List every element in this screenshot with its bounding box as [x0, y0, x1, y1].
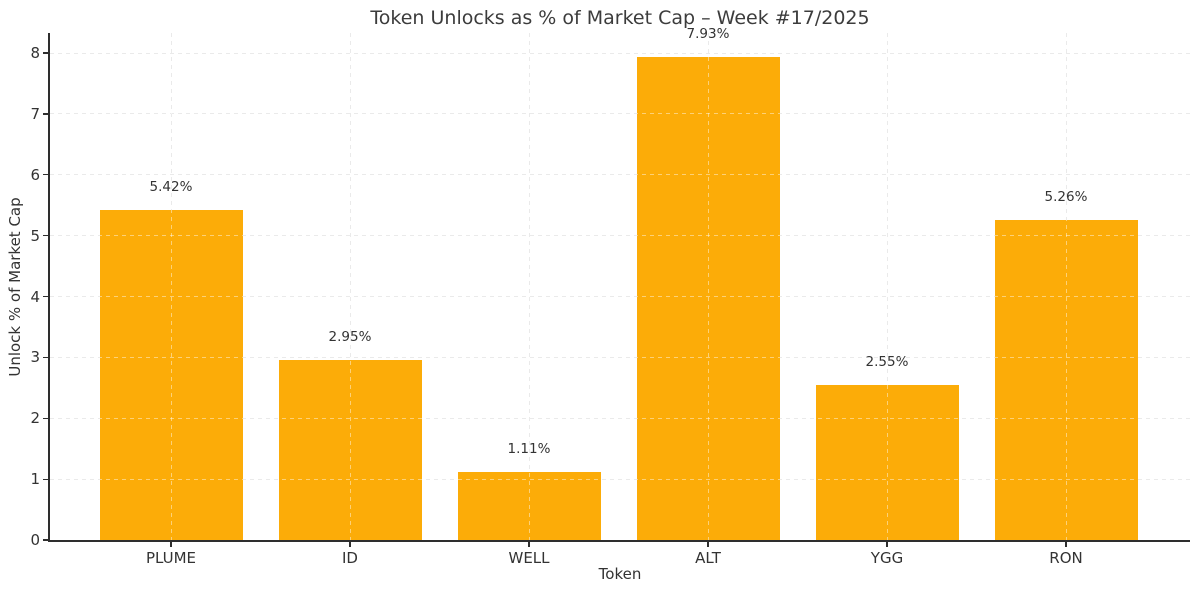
- x-tick-label-RON: RON: [1049, 549, 1083, 567]
- bar-value-label-ID: 2.95%: [300, 328, 400, 346]
- bar-WELL: [457, 472, 601, 540]
- x-tick-mark: [707, 541, 709, 548]
- y-tick-mark: [43, 295, 49, 298]
- y-tick-label-1: 1: [30, 470, 40, 489]
- bar-value-label-YGG: 2.55%: [837, 353, 937, 371]
- x-tick-mark: [170, 541, 172, 548]
- y-tick-mark: [43, 478, 49, 480]
- bar-ALT: [636, 57, 780, 540]
- x-tick-label-PLUME: PLUME: [145, 549, 197, 567]
- y-tick-mark: [43, 539, 49, 541]
- x-tick-mark: [528, 541, 530, 548]
- bar-value-label-WELL: 1.11%: [479, 440, 579, 458]
- h-gridline: [50, 235, 1190, 237]
- x-tick-mark: [1065, 541, 1067, 548]
- h-gridline: [50, 356, 1190, 358]
- bar-YGG: [815, 384, 959, 540]
- v-gridline-overlay: [1065, 33, 1067, 540]
- x-axis-label: Token: [598, 565, 642, 583]
- x-tick-mark: [349, 541, 351, 548]
- x-tick-label-WELL: WELL: [508, 549, 550, 567]
- bar-value-label-PLUME: 5.42%: [121, 178, 221, 196]
- v-gridline-overlay: [886, 33, 888, 540]
- h-gridline: [50, 52, 1190, 54]
- y-tick-mark: [43, 174, 49, 176]
- h-gridline-overlay: [50, 113, 1190, 115]
- h-gridline-overlay: [50, 417, 1190, 419]
- v-gridline: [886, 33, 888, 540]
- y-tick-label-5: 5: [30, 226, 40, 245]
- x-tick-label-ID: ID: [342, 549, 358, 567]
- h-gridline-overlay: [50, 235, 1190, 237]
- h-gridline: [50, 296, 1190, 298]
- y-tick-mark: [43, 113, 49, 115]
- bar-RON: [994, 219, 1138, 540]
- y-tick-mark: [43, 235, 49, 237]
- v-gridline: [349, 33, 351, 540]
- h-gridline: [50, 417, 1190, 419]
- h-gridline-overlay: [50, 174, 1190, 176]
- y-tick-label-0: 0: [30, 531, 40, 549]
- bar-ID: [278, 360, 422, 540]
- bar-PLUME: [99, 210, 243, 540]
- y-tick-label-7: 7: [30, 104, 40, 123]
- y-tick-mark: [43, 356, 49, 358]
- v-gridline: [528, 33, 530, 540]
- v-gridline-overlay: [528, 33, 530, 540]
- x-tick-label-YGG: YGG: [870, 549, 904, 567]
- x-tick-label-ALT: ALT: [695, 549, 721, 567]
- y-tick-label-2: 2: [30, 409, 40, 428]
- v-gridline-overlay: [349, 33, 351, 540]
- y-tick-label-6: 6: [30, 165, 40, 184]
- v-gridline-overlay: [170, 33, 172, 540]
- h-gridline-overlay: [50, 478, 1190, 480]
- y-tick-label-3: 3: [30, 348, 40, 367]
- y-tick-label-8: 8: [30, 44, 40, 63]
- v-gridline-overlay: [707, 33, 709, 540]
- h-gridline: [50, 174, 1190, 176]
- x-tick-mark: [886, 541, 888, 548]
- bar-value-label-ALT: 7.93%: [658, 25, 758, 43]
- chart-title: Token Unlocks as % of Market Cap – Week …: [370, 7, 870, 29]
- y-tick-label-4: 4: [30, 287, 40, 306]
- y-tick-mark: [43, 52, 49, 54]
- h-gridline-overlay: [50, 52, 1190, 54]
- h-gridline: [50, 478, 1190, 480]
- bar-value-label-RON: 5.26%: [1016, 188, 1116, 206]
- h-gridline-overlay: [50, 356, 1190, 358]
- h-gridline: [50, 113, 1190, 115]
- y-axis-spine: [48, 33, 50, 542]
- y-tick-mark: [43, 417, 49, 419]
- h-gridline-overlay: [50, 296, 1190, 298]
- x-axis-spine: [48, 540, 1190, 542]
